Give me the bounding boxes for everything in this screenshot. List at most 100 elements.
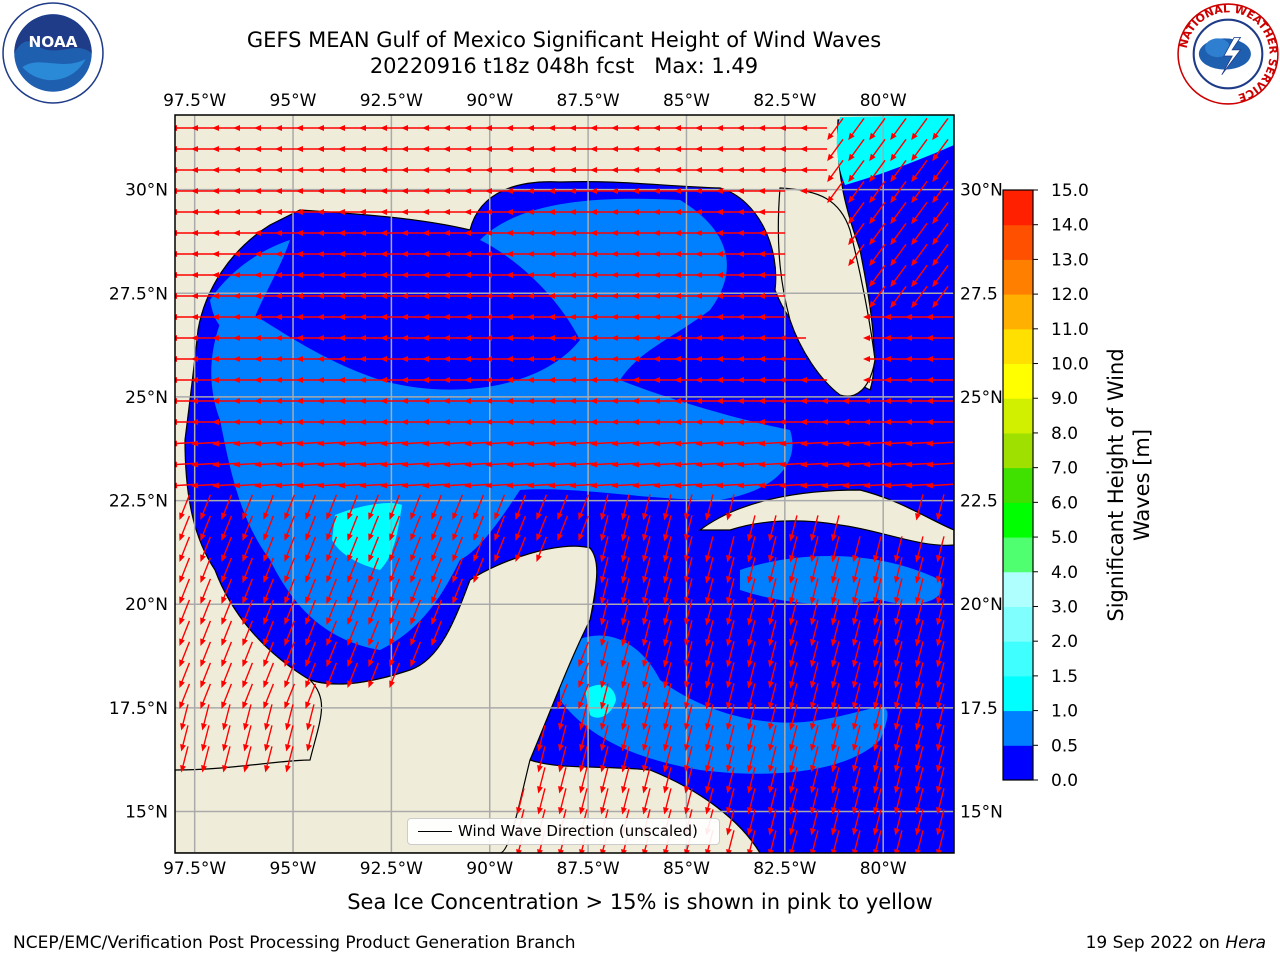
wave-direction-arrow — [852, 662, 861, 689]
wave-direction-arrow — [621, 788, 630, 815]
wave-direction-arrow — [305, 536, 317, 562]
wave-direction-arrow — [212, 482, 240, 489]
wave-direction-arrow — [831, 767, 840, 794]
lon-tick-label-top: 92.5°W — [360, 91, 423, 111]
wave-direction-arrow — [779, 482, 807, 489]
wave-direction-arrow — [296, 440, 324, 447]
noaa-logo-text: NOAA — [28, 33, 77, 51]
wave-direction-arrow — [915, 599, 924, 626]
wave-direction-arrow — [747, 536, 756, 563]
wave-direction-arrow — [848, 117, 865, 141]
credit-date: 19 Sep 2022 on — [1085, 933, 1226, 953]
wave-direction-arrow — [663, 662, 672, 689]
colorbar-segment — [1003, 641, 1033, 677]
wave-direction-arrow — [705, 788, 714, 815]
wave-direction-arrow — [831, 809, 840, 836]
wave-direction-arrow — [674, 440, 702, 447]
colorbar-tick-label: 2.0 — [1051, 632, 1078, 652]
wave-direction-arrow — [873, 578, 882, 605]
colorbar-segment — [1003, 745, 1033, 781]
wave-direction-arrow — [747, 746, 756, 773]
wave-direction-arrow — [284, 557, 296, 583]
wave-direction-arrow — [263, 641, 275, 667]
wave-direction-arrow — [852, 704, 861, 731]
wave-direction-arrow — [705, 683, 714, 710]
wave-direction-arrow — [621, 662, 630, 689]
wave-direction-arrow — [747, 557, 756, 584]
wave-direction-arrow — [326, 599, 338, 625]
colorbar-segment — [1003, 467, 1033, 503]
wave-direction-arrow — [779, 356, 806, 362]
colorbar-tick-label: 1.5 — [1051, 667, 1078, 687]
colorbar-label: Significant Height of WindWaves [m] — [1104, 348, 1154, 621]
wave-direction-arrow — [368, 515, 380, 541]
wave-direction-arrow — [452, 578, 464, 604]
wave-direction-arrow — [621, 494, 630, 521]
wave-direction-arrow — [485, 461, 513, 468]
wave-direction-arrow — [926, 335, 953, 341]
wave-direction-arrow — [926, 419, 953, 425]
wave-direction-arrow — [431, 536, 443, 562]
wave-direction-arrow — [621, 578, 630, 605]
wave-direction-arrow — [716, 440, 744, 447]
wave-direction-arrow — [284, 662, 296, 688]
wave-direction-arrow — [890, 180, 907, 204]
wave-direction-arrow — [347, 536, 359, 562]
wave-direction-arrow — [443, 482, 471, 489]
wave-direction-arrow — [621, 536, 630, 563]
wave-direction-arrow — [242, 494, 254, 520]
wave-direction-arrow — [869, 201, 886, 225]
wave-direction-arrow — [810, 683, 819, 710]
wave-direction-arrow — [831, 725, 840, 752]
wave-direction-arrow — [642, 683, 651, 710]
lon-tick-label-top: 90°W — [466, 91, 513, 111]
wave-direction-arrow — [305, 515, 317, 541]
colorbar-tick-label: 3.0 — [1051, 597, 1078, 617]
wave-direction-arrow — [674, 461, 702, 468]
wave-direction-arrow — [201, 704, 210, 731]
wave-direction-arrow — [747, 599, 756, 626]
credit-left: NCEP/EMC/Verification Post Processing Pr… — [13, 933, 576, 953]
wave-direction-arrow — [827, 159, 844, 183]
wave-direction-arrow — [642, 557, 651, 584]
wave-direction-arrow — [852, 683, 861, 710]
wave-direction-arrow — [389, 599, 401, 625]
wave-direction-arrow — [768, 662, 777, 689]
wave-direction-arrow — [684, 662, 693, 689]
wave-direction-arrow — [926, 377, 953, 383]
wave-direction-arrow — [915, 620, 924, 647]
chart-title: GEFS MEAN Gulf of Mexico Significant Hei… — [246, 28, 882, 52]
wave-direction-arrow — [869, 159, 886, 183]
wave-direction-arrow — [296, 482, 324, 489]
wave-direction-arrow — [705, 578, 714, 605]
wave-direction-arrow — [848, 159, 865, 183]
wave-direction-arrow — [537, 788, 546, 815]
wave-direction-arrow — [557, 515, 569, 541]
wave-direction-arrow — [831, 515, 840, 542]
wave-direction-arrow — [579, 788, 588, 815]
wave-direction-arrow — [557, 494, 569, 520]
wave-direction-arrow — [179, 494, 191, 520]
wave-direction-arrow — [368, 641, 380, 667]
wave-direction-arrow — [368, 599, 380, 625]
wave-direction-arrow — [632, 461, 660, 468]
wave-direction-arrow — [726, 578, 735, 605]
wave-direction-arrow — [936, 536, 945, 563]
wave-direction-arrow — [852, 620, 861, 647]
wave-direction-arrow — [831, 641, 840, 668]
wave-direction-arrow — [726, 809, 735, 836]
wave-direction-arrow — [911, 285, 928, 309]
wave-band-1-1.5m-yucatan — [585, 684, 616, 718]
wave-direction-arrow — [705, 662, 714, 689]
noaa-logo: NOAA — [2, 2, 104, 104]
wave-direction-arrow — [789, 557, 798, 584]
wave-direction-arrow — [221, 683, 233, 709]
wave-direction-arrow — [726, 599, 735, 626]
wave-direction-arrow — [221, 662, 233, 688]
wave-direction-arrow — [894, 809, 903, 836]
wave-direction-arrow — [642, 515, 651, 542]
wave-direction-arrow — [380, 440, 408, 447]
wave-direction-arrow — [831, 620, 840, 647]
wave-direction-arrow — [621, 704, 630, 731]
lat-tick-label-left: 20°N — [125, 595, 168, 615]
